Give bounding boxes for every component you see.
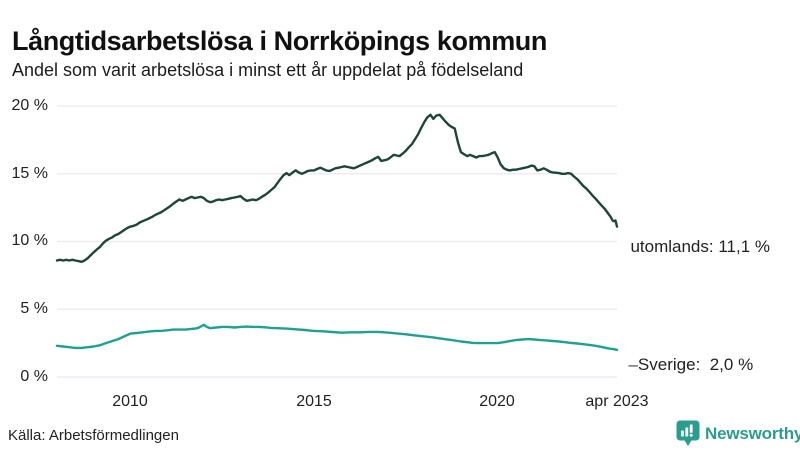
newsworthy-logo-text: Newsworthy [705,423,800,443]
series-label-sverige: –Sverige: 2,0 % [619,335,753,375]
y-axis-tick-0: 0 % [20,368,48,385]
chart-subtitle: Andel som varit arbetslösa i minst ett å… [12,60,524,80]
y-axis-tick-20: 20 % [11,97,48,114]
logo-bar-medium [685,427,689,437]
series-label-sverige-dash: – [628,355,638,374]
y-axis-tick-10: 10 % [11,232,48,249]
x-axis-tick-2010: 2010 [112,393,148,410]
source-note: Källa: Arbetsförmedlingen [8,427,179,444]
logo-bar-short [681,430,684,437]
newsworthy-logo-icon [676,420,700,446]
x-axis-tick-apr2023: apr 2023 [585,393,649,410]
series-line-utomlands [55,113,619,264]
x-axis-tick-2020: 2020 [479,393,515,410]
newsworthy-logo: Newsworthy [676,420,800,447]
page-title: Långtidsarbetslösa i Norrköpings kommun [12,26,547,57]
logo-bar-tall [689,424,693,433]
series-label-utomlands-text: utomlands: 11,1 % [630,237,770,256]
logo-dot [689,433,693,437]
y-axis-tick-5: 5 % [20,300,48,317]
y-axis-tick-15: 15 % [11,165,48,182]
x-axis-tick-2015: 2015 [296,393,332,410]
plot-area [55,105,619,378]
series-line-Sverige [55,323,619,352]
series-label-utomlands: utomlands: 11,1 % [621,217,770,257]
series-label-sverige-text: Sverige: 2,0 % [637,355,754,374]
